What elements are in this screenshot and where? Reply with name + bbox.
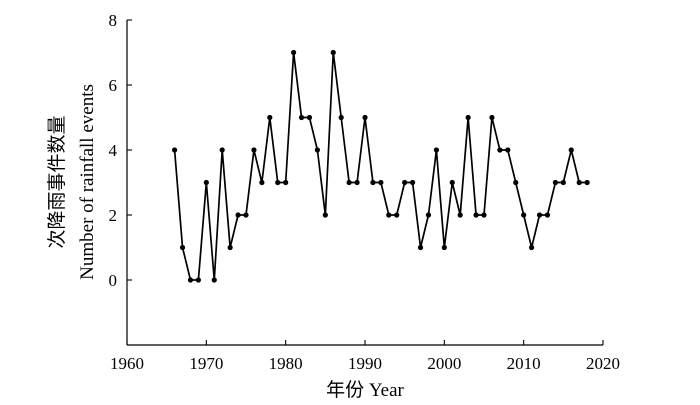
data-point [505,147,511,153]
data-point [465,114,471,121]
data-point [489,114,495,121]
data-point [338,114,344,121]
data-point [275,179,281,186]
data-point [433,147,439,153]
data-point [211,277,217,283]
data-point [219,147,225,153]
data-point [386,212,392,218]
y-tick-label: 6 [109,76,118,95]
data-point [394,212,400,218]
data-point [425,212,432,218]
data-point [370,179,376,186]
data-point [283,179,289,186]
data-point [195,277,201,283]
tick-labels: 1960 1970 1980 1990 2000 2010 2020 0 2 4 6 8 [109,11,621,373]
data-point [552,179,559,186]
data-point [402,179,408,186]
x-axis-label: 年份 Year [326,379,404,401]
y-tick-label: 4 [109,141,118,160]
data-point [291,49,297,56]
data-point [584,179,590,186]
data-point [235,212,241,218]
y-tick-label: 2 [109,206,118,225]
x-tick-label: 2000 [427,354,461,373]
y-tick-label: 8 [109,11,118,30]
data-point [330,49,336,56]
data-point [187,277,194,283]
data-point [203,179,209,186]
data-point [306,114,313,121]
data-point [481,212,487,218]
x-tick-label: 2020 [586,354,620,373]
data-point [521,212,527,218]
data-point [227,244,233,251]
x-tick-label: 1980 [269,354,303,373]
x-tick-label: 1970 [189,354,223,373]
data-point [354,179,360,186]
data-point [473,212,479,218]
data-point [457,212,463,218]
tick-marks [126,19,604,345]
y-axis-label-english: Number of rainfall events [77,84,98,280]
data-point [362,114,368,121]
data-point [568,147,574,153]
y-axis-label-chinese: 次降雨事件数量 [46,115,68,248]
data-point [314,147,320,153]
data-point [544,212,551,218]
data-point [243,212,249,218]
data-point [410,179,416,186]
data-point [251,147,257,153]
data-point [322,212,328,218]
data-point [513,179,519,186]
data-point [536,212,543,218]
data-point [259,179,265,186]
data-point [441,244,447,251]
x-tick-label: 1960 [110,354,144,373]
x-tick-label: 1990 [348,354,382,373]
data-point [449,179,455,186]
x-tick-label: 2010 [507,354,541,373]
data-point [267,114,273,121]
y-tick-label: 0 [109,271,118,290]
data-point [560,179,566,186]
data-point [497,147,503,153]
series-group [172,49,590,283]
data-point [346,179,352,186]
data-point [179,244,186,251]
data-point [378,179,384,186]
data-point [576,179,582,186]
data-point [298,114,305,121]
data-point [172,147,178,153]
data-point [417,244,424,251]
data-point [529,244,535,251]
